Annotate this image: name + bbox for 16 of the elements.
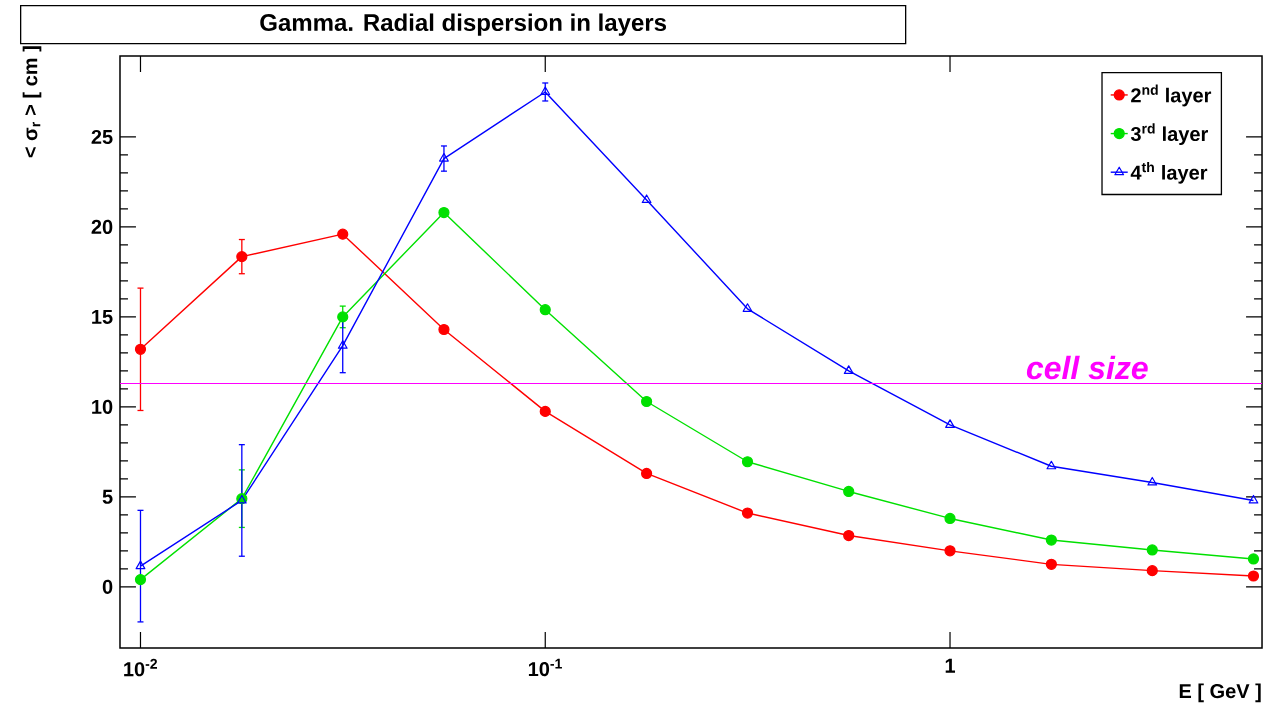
y-tick-label: 15 xyxy=(92,309,113,324)
x-tick-label: 10$^{-2}$ xyxy=(124,658,158,677)
y-tick-label: 0 xyxy=(102,579,113,594)
legend-label: 2$^{nd}$ layer xyxy=(1131,84,1212,107)
x-tick-label: 1 xyxy=(945,658,956,673)
y-tick-label: 25 xyxy=(91,129,113,145)
y-axis-title: < σ$_{r}$ > [ cm ] xyxy=(22,46,42,158)
chart-title: Gamma. Radial dispersion in layers xyxy=(260,13,666,36)
legend-label: 3$^{rd}$ layer xyxy=(1130,123,1208,146)
y-tick-label: 10 xyxy=(92,399,113,414)
legend-label: 4$^{th}$ layer xyxy=(1130,161,1208,184)
x-axis-title: E [ GeV ] xyxy=(1179,683,1261,703)
ref-line-label: cell size xyxy=(1026,355,1148,380)
y-tick-label: 5 xyxy=(102,489,113,504)
x-tick-label: 10$^{-1}$ xyxy=(528,658,562,677)
y-tick-label: 20 xyxy=(91,219,113,235)
